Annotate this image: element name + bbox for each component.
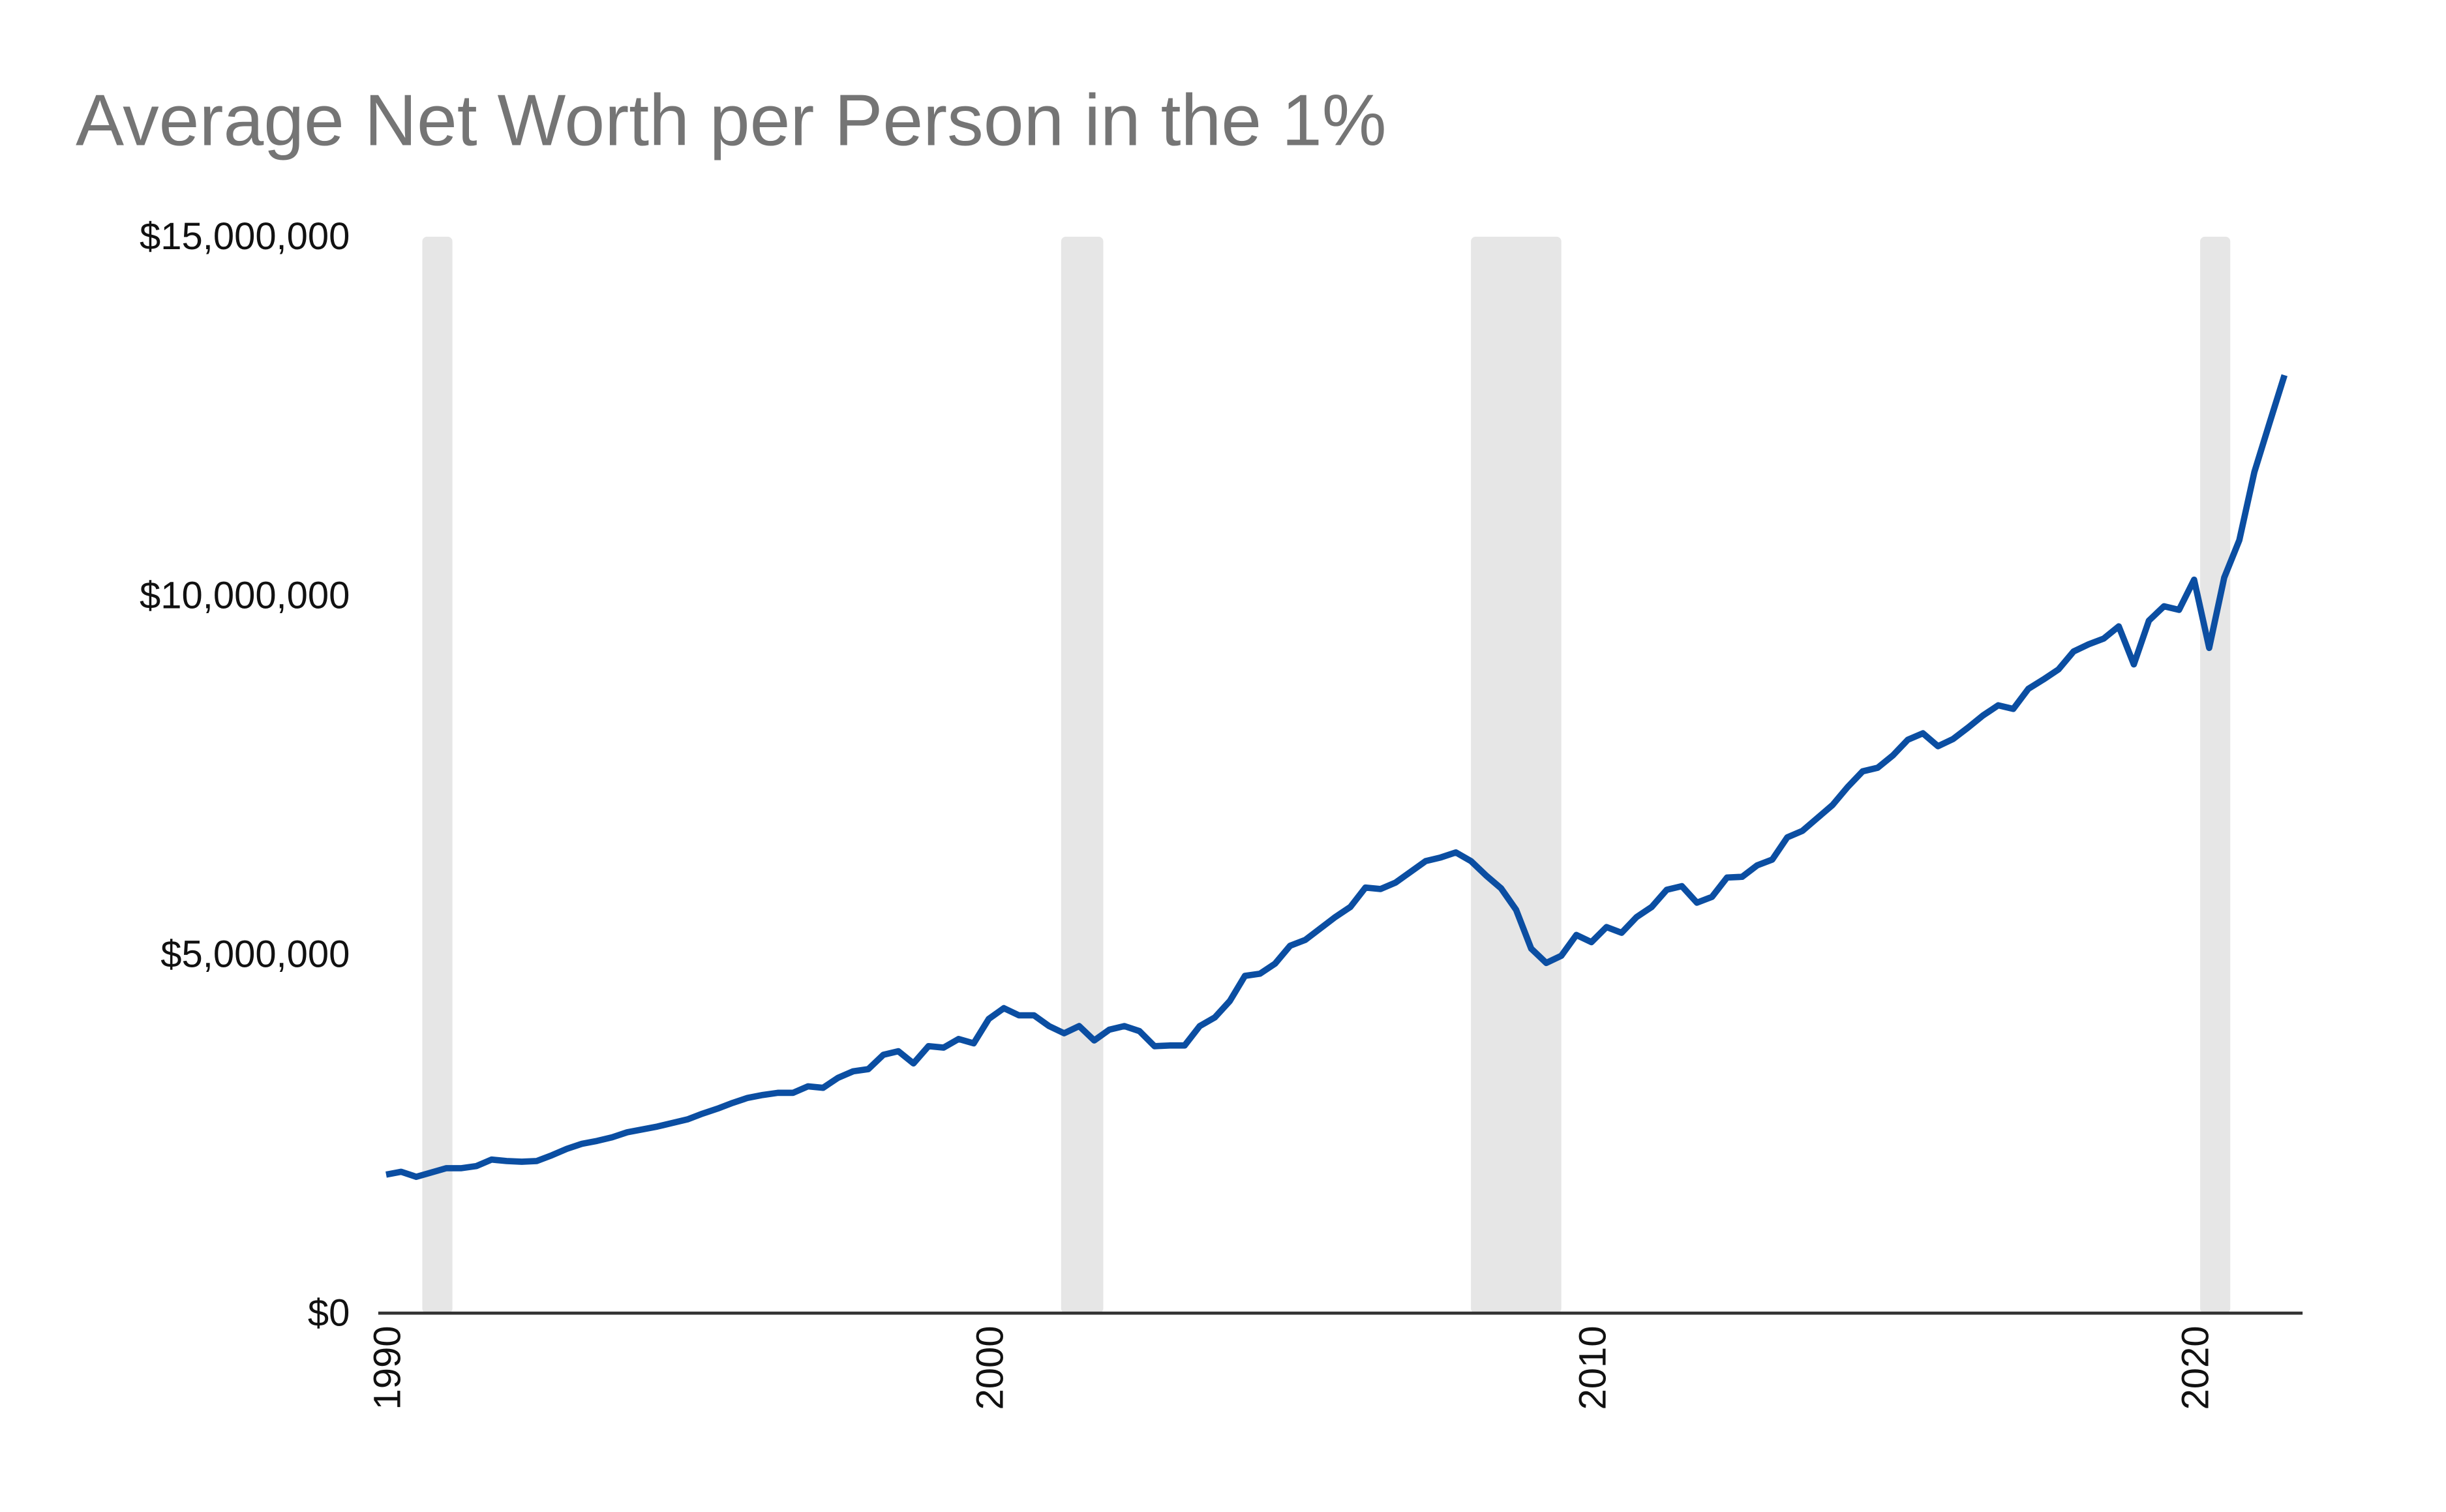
y-tick-label: $5,000,000 [160, 933, 350, 975]
x-tick-label: 1990 [367, 1325, 409, 1410]
chart-title: Average Net Worth per Person in the 1% [76, 80, 1387, 161]
x-tick-label: 2000 [970, 1325, 1012, 1410]
x-tick-label: 2020 [2175, 1325, 2217, 1410]
shaded-span [1061, 236, 1104, 1314]
shaded-span [2200, 236, 2231, 1314]
shaded-span [422, 236, 453, 1314]
y-tick-label: $10,000,000 [140, 575, 350, 616]
y-tick-label: $0 [308, 1292, 350, 1334]
shaded-span [1471, 236, 1562, 1314]
x-tick-label: 2010 [1573, 1325, 1614, 1410]
data-line [385, 374, 2288, 1180]
y-tick-label: $15,000,000 [140, 216, 350, 258]
